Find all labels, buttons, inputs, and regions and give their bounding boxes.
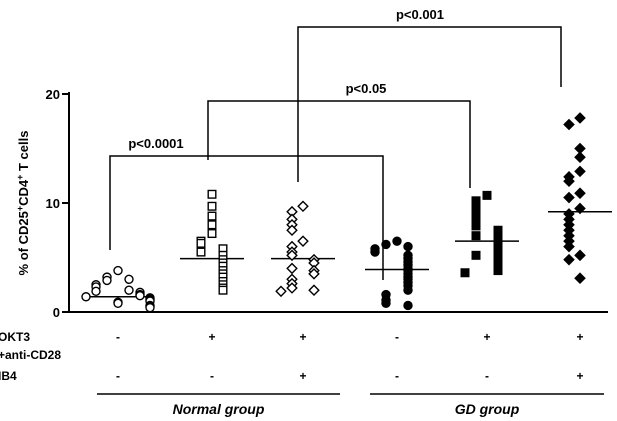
data-point [207,229,217,239]
significance-bracket [207,100,471,188]
condition-value: - [116,330,120,344]
condition-row-label: OKT3 [0,330,30,344]
data-point [113,298,123,308]
condition-value: + [299,330,306,344]
data-point [471,203,481,213]
y-tick-label: 0 [53,305,60,320]
data-point [297,200,309,213]
data-point [218,285,228,295]
data-point [563,240,575,253]
group-label: GD group [455,401,520,417]
condition-value: - [395,330,399,344]
data-point [493,225,503,235]
condition-row-label: +anti-CD28 [0,348,61,362]
data-point [403,241,413,252]
y-axis-label: % of CD25+CD4+ T cells [15,131,31,276]
data-point [471,231,481,241]
data-point [574,165,586,178]
data-point [403,300,413,311]
data-point [124,274,134,284]
data-point [370,247,380,257]
data-point [286,224,298,237]
significance-label: p<0.001 [396,7,444,22]
data-point [482,190,492,200]
data-point [275,285,287,298]
condition-value: - [395,369,399,383]
data-point [563,175,575,187]
data-point [308,284,320,296]
y-tick-label: 10 [46,196,60,211]
data-point [124,285,134,295]
data-point [286,249,298,262]
data-point [145,302,155,313]
data-point [403,285,413,295]
data-point [102,275,112,286]
data-point [574,112,586,124]
data-point [113,265,123,276]
data-point [392,236,402,246]
condition-value: + [299,369,306,383]
data-point [574,272,586,284]
data-point [297,235,309,247]
data-point [196,238,206,248]
data-point [207,220,217,230]
data-point [493,246,503,256]
data-point [471,221,481,231]
data-point [308,268,320,280]
data-point [574,249,586,262]
data-point [207,201,217,211]
data-point [196,247,206,257]
significance-label: p<0.0001 [128,136,183,151]
data-point [286,262,298,275]
data-point [81,292,91,302]
significance-bracket [297,26,562,182]
data-point [381,239,391,250]
data-point [207,211,217,221]
condition-value: - [210,369,214,383]
significance-bracket [109,155,384,280]
data-point [563,253,575,266]
group-label: Normal group [173,401,265,417]
data-point [493,266,503,276]
data-point [91,286,101,296]
condition-value: + [576,369,583,383]
data-point [135,290,145,301]
condition-value: + [208,330,215,344]
y-tick-label: 20 [46,87,60,102]
data-point [574,187,586,199]
data-point [574,202,586,215]
data-point [574,151,586,164]
data-point [563,118,575,131]
data-point [471,250,481,260]
significance-label: p<0.05 [346,81,387,96]
condition-value: + [483,330,490,344]
condition-row-label: IB4 [0,369,17,383]
condition-value: - [485,369,489,383]
condition-value: - [116,369,120,383]
data-point [286,282,298,294]
data-point [460,268,470,278]
data-point [381,298,391,308]
data-point [207,189,217,199]
data-point [471,196,481,206]
data-point [563,191,575,204]
condition-value: + [576,330,583,344]
